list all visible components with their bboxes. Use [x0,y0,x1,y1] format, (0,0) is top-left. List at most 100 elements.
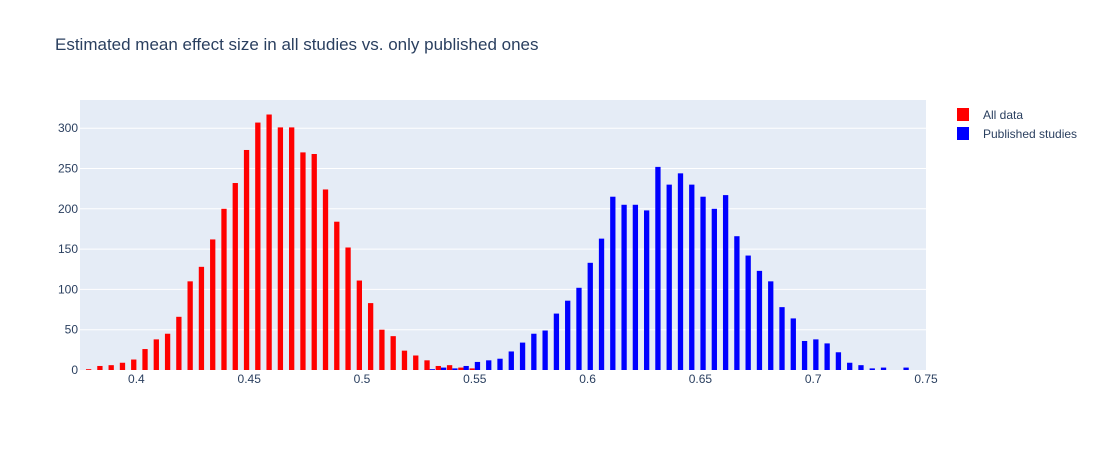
bar-all-data [311,154,317,370]
bar-all-data [221,208,227,370]
y-gridlines [80,127,926,331]
bar-published-studies [666,184,672,370]
bar-published-studies [519,342,526,370]
bar-all-data [187,281,193,370]
bar-all-data [164,333,171,370]
bar-published-studies [734,236,740,370]
bar-published-studies [700,196,706,370]
bar-all-data [390,336,396,370]
bar-all-data [243,149,250,370]
bar-all-data [85,369,92,370]
bar-published-studies [531,333,537,370]
bar-published-studies [813,339,819,370]
bar-published-studies [779,307,785,370]
bar-published-studies [429,369,435,370]
bar-published-studies [644,210,650,370]
y-tick-label: 250 [58,162,78,176]
bar-all-data [345,247,351,370]
bar-all-data [334,221,340,370]
y-tick-label: 200 [58,202,78,216]
bar-all-data [266,114,272,370]
bar-published-studies [565,300,571,370]
bar-all-data [119,362,126,370]
bar-all-data [322,189,329,370]
bar-published-studies [711,208,717,370]
bar-published-studies [869,368,875,370]
bar-published-studies [801,340,808,370]
bar-published-studies [677,173,684,370]
bar-all-data [153,339,159,370]
bar-all-data [210,239,216,370]
bar-all-data [108,365,114,370]
bar-published-studies [553,313,560,370]
legend-swatch-published-studies [957,127,969,140]
bar-published-studies [655,166,661,370]
bar-all-data [458,367,464,370]
bar-published-studies [474,361,481,370]
y-axis-ticks: 0 50 100 150 200 250 300 [58,121,78,377]
y-tick-label: 150 [58,242,78,256]
bar-published-studies [632,204,639,370]
y-tick-label: 300 [58,121,78,135]
x-axis-ticks: 0.4 0.45 0.5 0.55 0.6 0.65 0.7 0.75 [128,372,938,386]
bar-all-data [356,280,362,370]
bar-all-data [413,355,419,370]
bar-published-studies [847,362,853,370]
bar-published-studies [598,238,605,370]
bar-published-studies [542,330,548,370]
legend-item-published-studies[interactable]: Published studies [957,127,1077,141]
bar-all-data [198,266,205,370]
bar-published-studies [440,367,447,370]
legend[interactable]: All data Published studies [957,108,1077,141]
bar-all-data [379,329,385,370]
bar-all-data [446,365,453,370]
x-tick-label: 0.7 [805,372,822,386]
bar-published-studies [903,367,909,370]
bar-published-studies [508,351,514,370]
bar-all-data [255,122,261,370]
bar-published-studies [486,360,492,370]
bar-published-studies [587,262,593,370]
bar-published-studies [790,318,796,370]
bar-all-data [232,183,238,370]
bar-published-studies [621,204,627,370]
bar-all-data [142,349,148,370]
bar-all-data [469,368,475,370]
y-tick-label: 100 [58,282,78,296]
x-tick-label: 0.55 [463,372,487,386]
x-tick-label: 0.65 [689,372,713,386]
bar-published-studies [463,365,469,370]
bar-all-data [367,303,374,370]
bar-published-studies [756,270,763,370]
chart-title: Estimated mean effect size in all studie… [55,35,539,54]
x-tick-label: 0.5 [354,372,371,386]
bar-all-data [277,127,284,370]
bar-published-studies [610,196,616,370]
bar-all-data [435,365,441,370]
bar-all-data [97,365,103,370]
legend-swatch-all-data [957,108,969,121]
legend-label-all-data: All data [983,108,1023,122]
bar-published-studies [689,184,695,370]
bar-published-studies [880,367,887,370]
legend-label-published-studies: Published studies [983,127,1077,141]
bar-published-studies [824,343,830,370]
bar-all-data [176,316,182,370]
bar-published-studies [452,368,458,370]
x-tick-label: 0.4 [128,372,145,386]
legend-item-all-data[interactable]: All data [957,108,1023,122]
bar-all-data [131,359,137,370]
bar-published-studies [858,365,864,370]
y-tick-label: 0 [71,363,78,377]
x-tick-label: 0.6 [579,372,596,386]
x-tick-label: 0.75 [914,372,938,386]
bar-all-data [300,152,306,370]
bar-all-data [289,127,295,370]
bar-published-studies [768,281,774,370]
bar-all-data [401,350,408,370]
y-tick-label: 50 [65,323,79,337]
bars [85,114,909,370]
bar-published-studies [722,195,729,370]
bar-published-studies [576,287,582,370]
